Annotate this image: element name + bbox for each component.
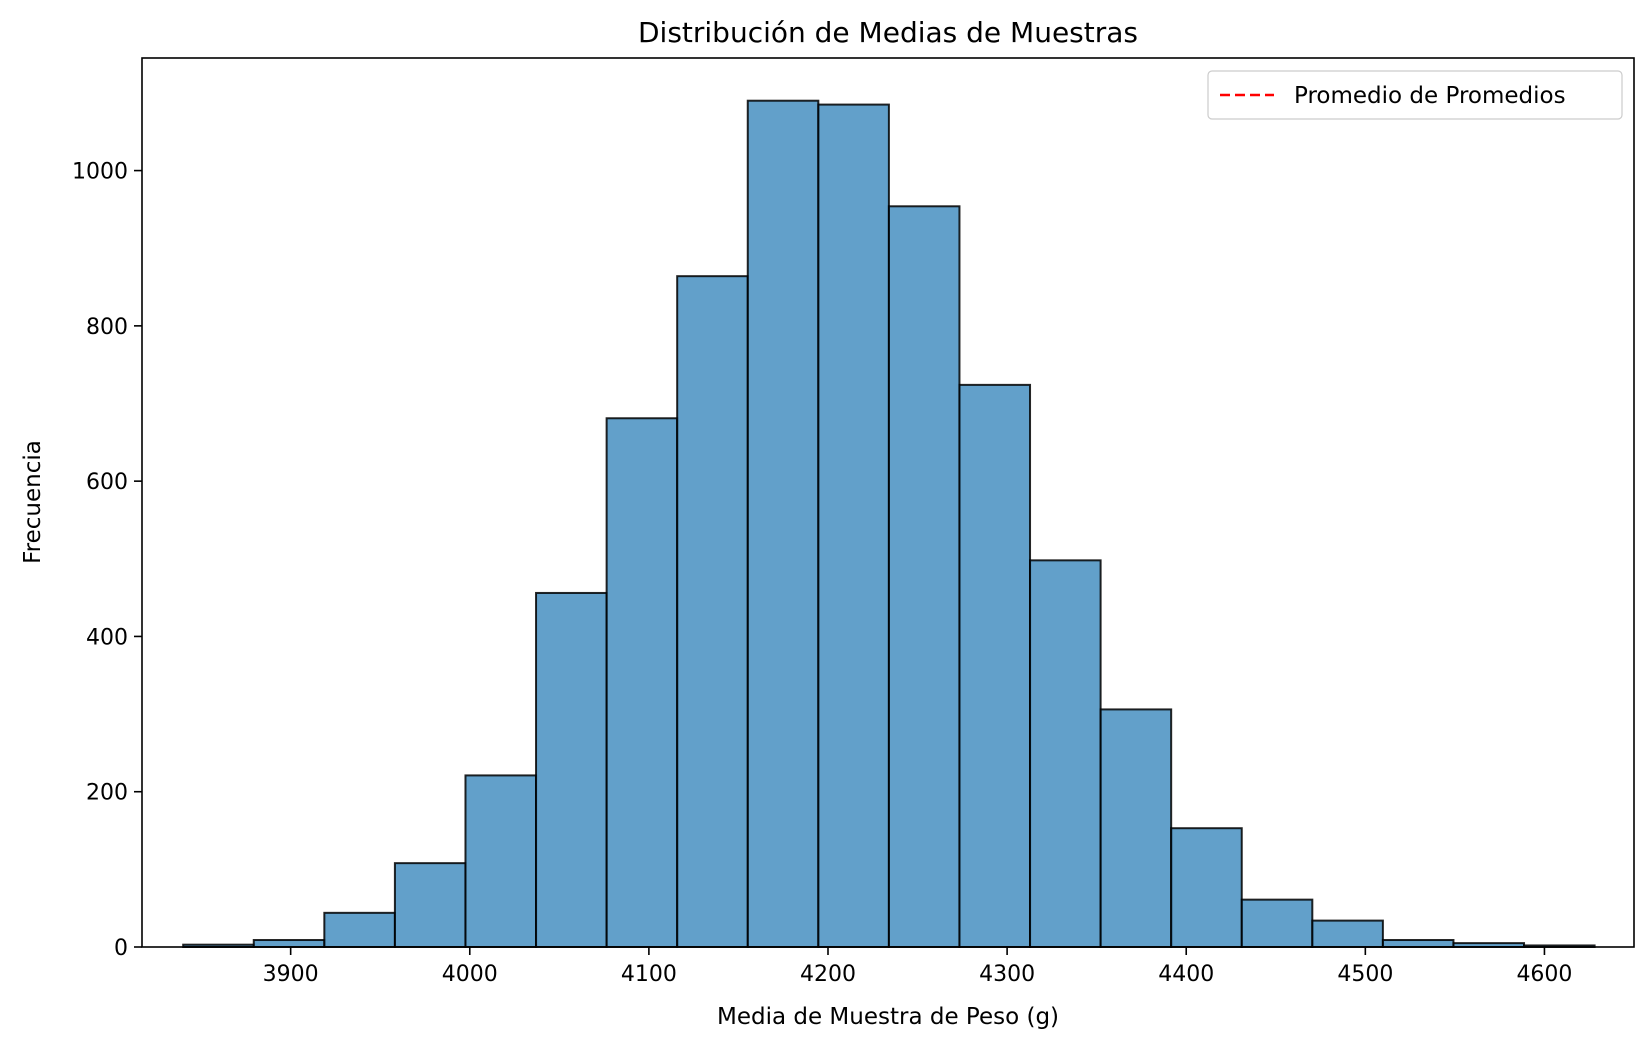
histogram-bar: [817, 103, 890, 949]
x-tick-label: 4500: [1337, 962, 1393, 987]
x-axis-ticks: 3900 4000 4100 4200 4300 4400 4500 4600: [263, 947, 1572, 987]
x-tick-label: 4100: [621, 962, 677, 987]
y-tick-label: 200: [86, 781, 128, 806]
x-tick-label: 3900: [263, 962, 319, 987]
chart-title: Distribución de Medias de Muestras: [638, 16, 1138, 49]
histogram-bar: [605, 417, 679, 948]
histogram-bar: [1240, 898, 1314, 948]
legend-box: [1207, 70, 1623, 120]
bars-group: [182, 99, 1596, 949]
histogram-bar: [1099, 708, 1173, 948]
x-tick-label: 4300: [979, 962, 1035, 987]
histogram-bar: [746, 99, 820, 948]
histogram-bar: [676, 275, 749, 948]
x-tick-label: 4400: [1158, 962, 1214, 987]
y-axis-label: Frecuencia: [20, 440, 46, 564]
histogram-bar: [958, 383, 1032, 948]
histogram-bar: [1170, 827, 1243, 949]
histogram-bar: [464, 774, 538, 949]
histogram-bar: [1029, 559, 1102, 949]
histogram-bar: [252, 939, 326, 948]
legend-entry-label: Promedio de Promedios: [1294, 83, 1566, 109]
legend: Promedio de Promedios: [1207, 70, 1623, 120]
y-tick-label: 400: [86, 625, 128, 650]
y-tick-label: 600: [86, 470, 128, 495]
histogram-bar: [323, 911, 396, 948]
x-tick-label: 4200: [800, 962, 856, 987]
histogram-bar: [535, 591, 608, 948]
histogram-bar: [887, 205, 961, 948]
histogram-bar: [1381, 939, 1455, 948]
y-tick-label: 1000: [72, 160, 128, 185]
y-tick-label: 800: [86, 315, 128, 340]
y-tick-label: 0: [114, 936, 128, 961]
plot-area-frame: [141, 57, 1635, 948]
histogram-bar: [393, 862, 467, 948]
y-axis-ticks: 0 200 400 600 800 1000: [72, 160, 142, 961]
histogram-bar: [1311, 919, 1384, 948]
x-tick-label: 4600: [1516, 962, 1572, 987]
x-tick-label: 4000: [442, 962, 498, 987]
x-axis-label: Media de Muestra de Peso (g): [717, 1004, 1059, 1030]
